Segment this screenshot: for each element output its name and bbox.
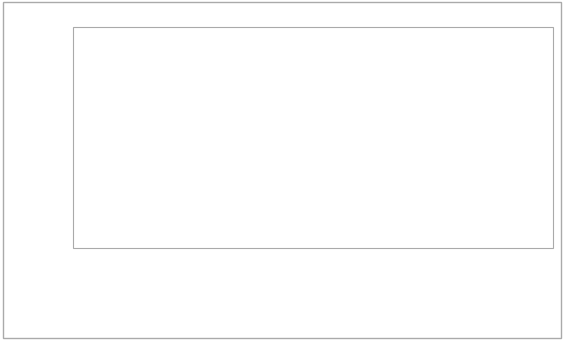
Bar (258, 214, 277, 231)
Bar (405, 176, 424, 231)
Bar (443, 212, 462, 231)
Y-axis label: %: % (51, 132, 60, 140)
Bar (373, 56, 393, 231)
Bar (169, 126, 188, 231)
Bar (277, 227, 297, 231)
Bar (424, 206, 443, 231)
Legend: End of 1ST 5 Dayss, End of 2nd 5 Days, End of 3rd 4 Days: End of 1ST 5 Dayss, End of 2nd 5 Days, E… (202, 19, 430, 30)
Bar (354, 60, 373, 231)
Bar (239, 170, 258, 231)
Text: CPIS throughout the study.: CPIS throughout the study. (17, 316, 160, 325)
Bar (188, 134, 208, 231)
Bar (118, 153, 138, 231)
Text: Represent percent of patients in both groups who had: Represent percent of patients in both gr… (86, 260, 375, 269)
Bar (99, 206, 118, 231)
Bar (475, 136, 494, 231)
Text: either a score of 0, 1 or 2 according to degree of core temperature in: either a score of 0, 1 or 2 according to… (17, 288, 381, 297)
Bar (208, 138, 227, 231)
Bar (335, 186, 354, 231)
Bar (138, 136, 157, 231)
Text: Figure 3:: Figure 3: (17, 260, 69, 269)
